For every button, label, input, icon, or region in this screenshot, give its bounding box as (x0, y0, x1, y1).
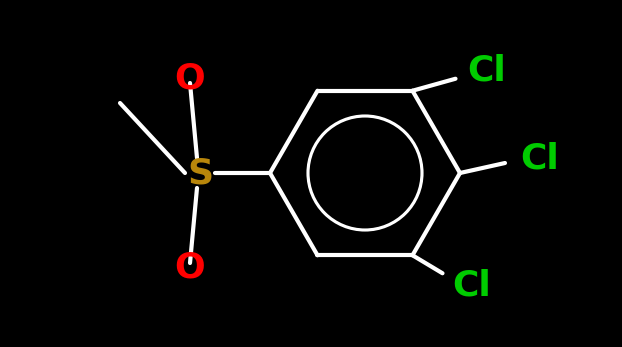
Text: Cl: Cl (452, 268, 491, 302)
Text: O: O (175, 251, 205, 285)
Text: S: S (187, 156, 213, 190)
Text: Cl: Cl (520, 141, 559, 175)
Text: Cl: Cl (468, 54, 506, 88)
Text: O: O (175, 61, 205, 95)
